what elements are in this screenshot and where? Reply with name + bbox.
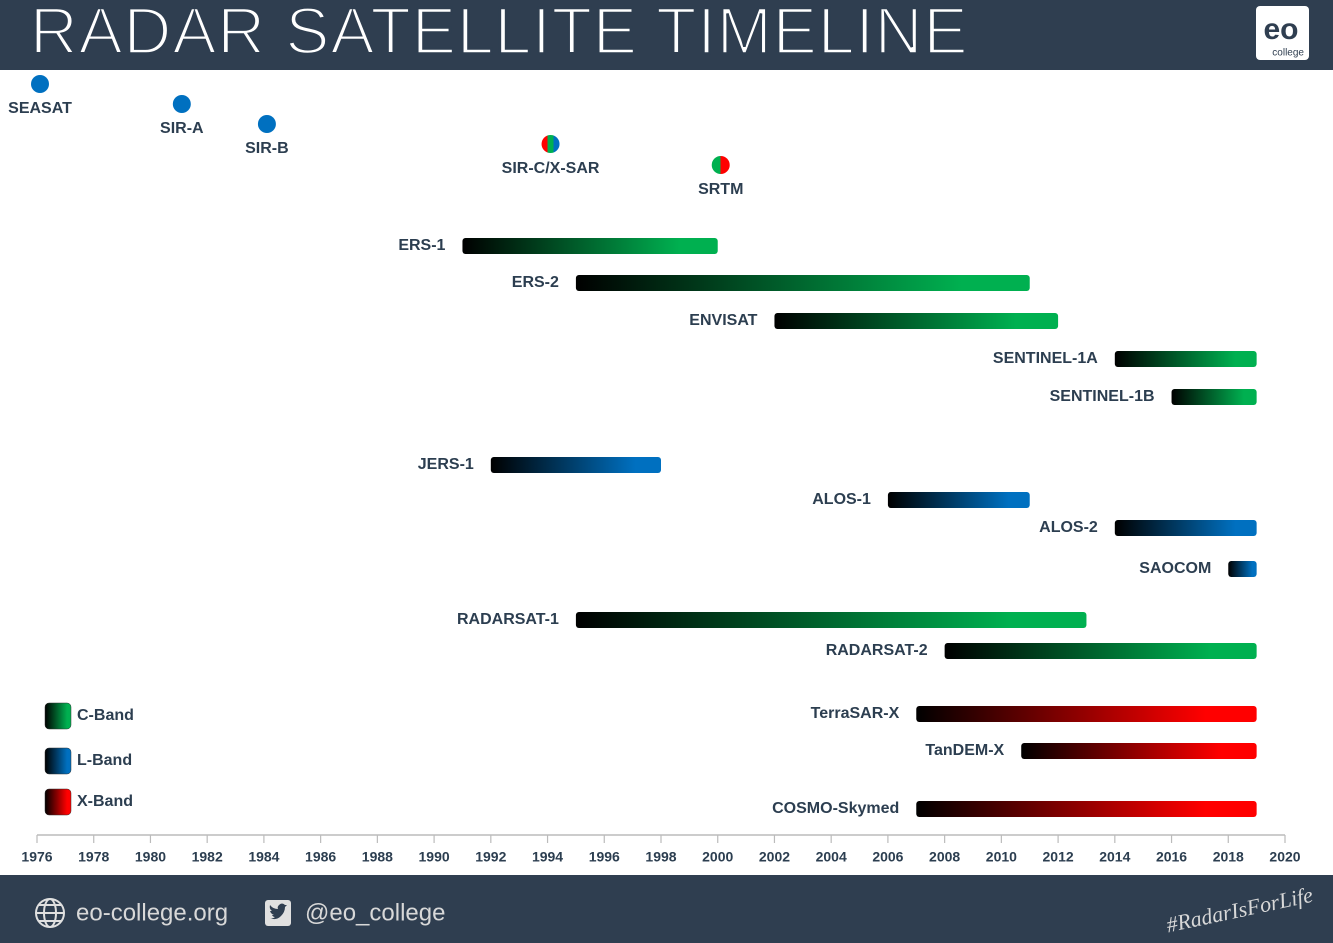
mission-bar <box>462 238 718 254</box>
event-dot <box>257 115 276 133</box>
legend-swatch <box>44 747 72 775</box>
chart-title: RADAR SATELLITE TIMELINE <box>30 0 968 67</box>
globe-icon <box>35 898 65 928</box>
mission-label: ALOS-2 <box>1039 519 1098 536</box>
mission-label: TerraSAR-X <box>811 705 900 722</box>
mission-label: SENTINEL-1A <box>993 350 1098 367</box>
x-tick-label: 1996 <box>589 849 620 865</box>
event-dot <box>172 95 191 113</box>
mission-bar <box>575 275 1030 291</box>
legend-label: X-Band <box>77 793 133 810</box>
mission-bar <box>1114 351 1257 367</box>
event-label: SRTM <box>698 181 743 198</box>
header-bar <box>0 0 1333 70</box>
mission-bar <box>887 492 1030 508</box>
x-tick-label: 1978 <box>78 849 109 865</box>
x-tick-label: 2014 <box>1099 849 1130 865</box>
event-dot <box>711 156 730 174</box>
x-tick-label: 1998 <box>645 849 676 865</box>
event-dot <box>541 135 560 153</box>
mission-label: ERS-2 <box>512 274 559 291</box>
x-tick-label: 2018 <box>1213 849 1244 865</box>
twitter-handle: @eo_college <box>305 899 445 926</box>
mission-bar <box>575 612 1087 628</box>
x-tick-label: 2006 <box>872 849 903 865</box>
mission-label: ENVISAT <box>689 312 757 329</box>
logo-text: eo <box>1263 13 1298 46</box>
mission-bar <box>916 706 1257 722</box>
x-tick-label: 1984 <box>248 849 279 865</box>
x-tick-label: 2004 <box>816 849 847 865</box>
x-tick-label: 2010 <box>986 849 1017 865</box>
mission-label: ERS-1 <box>398 237 445 254</box>
x-tick-label: 2020 <box>1269 849 1300 865</box>
mission-bar <box>1114 520 1257 536</box>
legend-swatch <box>44 702 72 730</box>
footer-bar <box>0 875 1333 943</box>
mission-label: RADARSAT-1 <box>457 611 559 628</box>
mission-bar <box>1171 389 1257 405</box>
legend-label: L-Band <box>77 752 132 769</box>
mission-label: RADARSAT-2 <box>826 642 928 659</box>
event-label: SIR-A <box>160 120 204 137</box>
mission-bar <box>1228 561 1257 577</box>
x-tick-label: 1992 <box>475 849 506 865</box>
x-tick-label: 2012 <box>1043 849 1074 865</box>
event-dot <box>31 75 49 93</box>
mission-bar <box>944 643 1257 659</box>
mission-bar <box>1021 743 1257 759</box>
mission-label: TanDEM-X <box>925 742 1004 759</box>
x-tick-label: 1988 <box>362 849 393 865</box>
x-tick-label: 1994 <box>532 849 563 865</box>
x-tick-label: 1982 <box>192 849 223 865</box>
mission-bar <box>490 457 661 473</box>
mission-bar <box>916 801 1257 817</box>
x-tick-label: 2002 <box>759 849 790 865</box>
x-tick-label: 2016 <box>1156 849 1187 865</box>
mission-label: ALOS-1 <box>812 491 871 508</box>
event-label: SIR-C/X-SAR <box>502 160 600 177</box>
mission-bar <box>774 313 1059 329</box>
legend-label: C-Band <box>77 707 134 724</box>
logo-subtext: college <box>1272 48 1304 59</box>
x-tick-label: 2000 <box>702 849 733 865</box>
x-tick-label: 1990 <box>419 849 450 865</box>
website: eo-college.org <box>76 899 228 926</box>
legend-swatch <box>44 788 72 816</box>
logo <box>1256 6 1309 60</box>
x-tick-label: 2008 <box>929 849 960 865</box>
event-label: SIR-B <box>245 140 289 157</box>
event-label: SEASAT <box>8 100 72 117</box>
x-tick-label: 1986 <box>305 849 336 865</box>
mission-label: JERS-1 <box>418 456 474 473</box>
mission-label: COSMO-Skymed <box>772 800 899 817</box>
x-tick-label: 1980 <box>135 849 166 865</box>
twitter-bird <box>269 903 287 920</box>
mission-label: SENTINEL-1B <box>1050 388 1155 405</box>
x-tick-label: 1976 <box>21 849 52 865</box>
mission-label: SAOCOM <box>1139 560 1211 577</box>
